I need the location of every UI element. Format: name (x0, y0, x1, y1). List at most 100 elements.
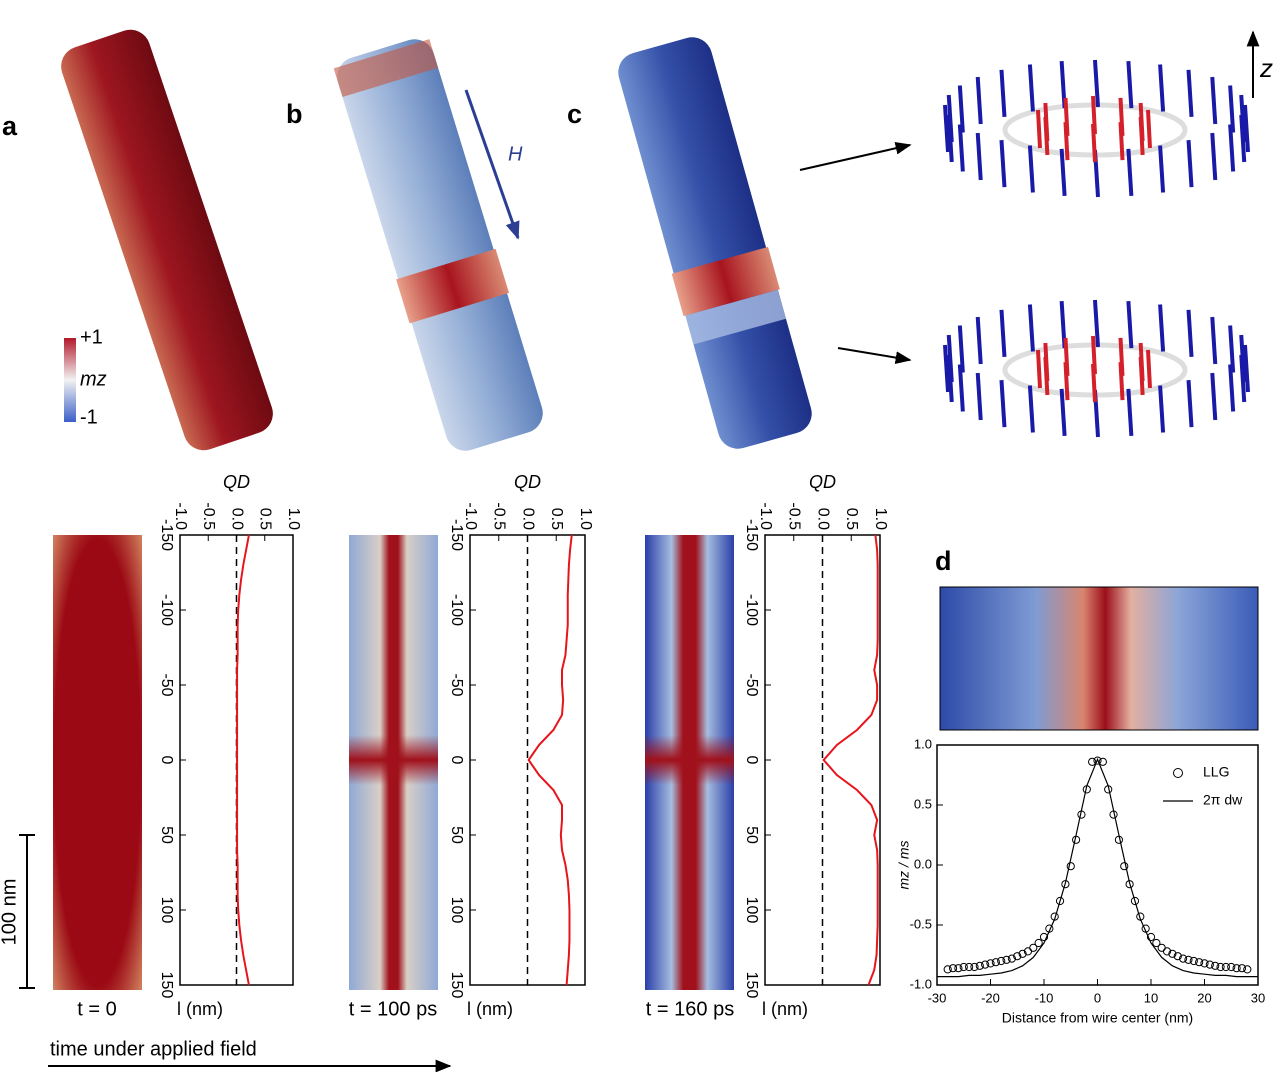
l-tick-label: 50 (448, 826, 465, 844)
data-point (1211, 961, 1220, 970)
data-point (1018, 949, 1027, 958)
data-point (948, 964, 958, 973)
l-tick-label: -150 (448, 519, 465, 551)
qd-line (236, 534, 250, 986)
l-tick-label: -50 (448, 673, 465, 696)
spin-arrow (1228, 325, 1236, 373)
y-tick-label: 0.0 (914, 856, 932, 871)
spin-arrow (1228, 85, 1236, 133)
spin-arrow (943, 344, 950, 393)
spin-arrow (1146, 109, 1152, 149)
qd-tick-label: 0.5 (257, 508, 274, 530)
data-point (1173, 952, 1182, 961)
data-point (1216, 962, 1225, 972)
panel-label: a (2, 111, 18, 141)
spin-arrow (1126, 301, 1134, 349)
spin-arrow (1027, 385, 1035, 433)
data-point (1007, 954, 1017, 963)
map-c-band (645, 735, 734, 785)
data-point (954, 964, 963, 973)
spin-rings (943, 59, 1250, 438)
axis-title: Distance from wire center (nm) (1002, 1010, 1193, 1026)
spin-arrow (1036, 109, 1042, 149)
x-tick-label: 10 (1144, 990, 1158, 1005)
data-point (991, 958, 1000, 967)
qd-tick-label: -0.5 (200, 502, 217, 530)
spin-arrow (1043, 342, 1050, 382)
spin-arrow (1027, 145, 1035, 193)
data-point (1237, 964, 1247, 973)
l-tick-label: -100 (158, 594, 175, 626)
data-point (943, 965, 952, 974)
spin-arrow (1243, 104, 1250, 153)
data-point (1029, 943, 1038, 952)
data-point (1184, 955, 1193, 964)
qd-tick-label: 1.0 (285, 508, 302, 530)
data-point (1157, 943, 1166, 952)
spin-arrow (1239, 334, 1247, 383)
time-arrow-label: time under applied field (50, 1038, 257, 1060)
spin-arrow (1228, 364, 1236, 412)
spin-arrow (1126, 61, 1134, 109)
y-tick-label: -0.5 (910, 916, 932, 931)
spin-arrow (1186, 69, 1194, 117)
colorbar (64, 338, 76, 422)
tube-a (61, 29, 273, 451)
spin-arrow (1186, 140, 1194, 188)
spin-arrow (1186, 309, 1194, 357)
data-point (1243, 965, 1252, 974)
spin-arrow (957, 364, 965, 412)
spin-arrow (975, 132, 983, 181)
time-label: t = 100 ps (349, 998, 437, 1020)
data-point (1195, 958, 1204, 967)
z-label: z (1259, 53, 1273, 83)
panel-label: d (935, 546, 952, 576)
x-tick-label: -20 (981, 990, 1000, 1005)
spin-arrow (1118, 337, 1125, 376)
qd-tick-label: 1.0 (577, 508, 594, 530)
colorbar-min: -1 (80, 406, 98, 428)
time-label: t = 0 (77, 998, 116, 1020)
x-tick-label: 30 (1251, 990, 1265, 1005)
qd-tick-label: 0.0 (519, 508, 536, 530)
legend-marker (1173, 768, 1183, 778)
l-tick-label: 100 (448, 897, 465, 924)
l-tick-label: 0 (448, 756, 465, 765)
spin-arrow (1036, 349, 1042, 389)
l-tick-label: -100 (448, 594, 465, 626)
spin-arrow (1210, 372, 1218, 421)
axis-title: l (nm) (762, 999, 808, 1019)
spin-arrow (999, 380, 1007, 428)
spin-arrow (999, 140, 1007, 188)
spin-arrow (1043, 102, 1050, 142)
l-tick-label: 50 (743, 826, 760, 844)
qd-tick-label: 0.5 (843, 508, 860, 530)
qd-tick-label: -1.0 (172, 502, 189, 530)
qd-line (527, 534, 573, 986)
field-arrow (464, 89, 520, 240)
spin-arrow (1158, 385, 1166, 433)
spin-arrow (1138, 342, 1145, 382)
data-point (965, 962, 974, 972)
l-tick-label: 150 (743, 972, 760, 999)
colorbar-title: mz (80, 368, 107, 390)
spin-arrow (975, 316, 983, 365)
tube-c (618, 37, 812, 449)
spin-arrow (1146, 349, 1152, 389)
plot-frame (936, 744, 1259, 986)
spin-arrow (1126, 148, 1134, 196)
spin-arrow (1210, 76, 1218, 125)
x-tick-label: 0 (1094, 990, 1101, 1005)
data-point (959, 962, 968, 972)
spin-arrow (1027, 64, 1035, 112)
x-tick-label: -30 (928, 990, 947, 1005)
axis-title: QD (514, 472, 541, 492)
qd-tick-label: -0.5 (786, 502, 803, 530)
data-point (1066, 862, 1075, 871)
qd-tick-label: 0.0 (228, 508, 245, 530)
axis-title: mz / ms (896, 841, 912, 890)
legend-label: 2π dw (1203, 792, 1243, 808)
l-tick-label: -50 (158, 673, 175, 696)
pointer-arrow (799, 141, 912, 171)
